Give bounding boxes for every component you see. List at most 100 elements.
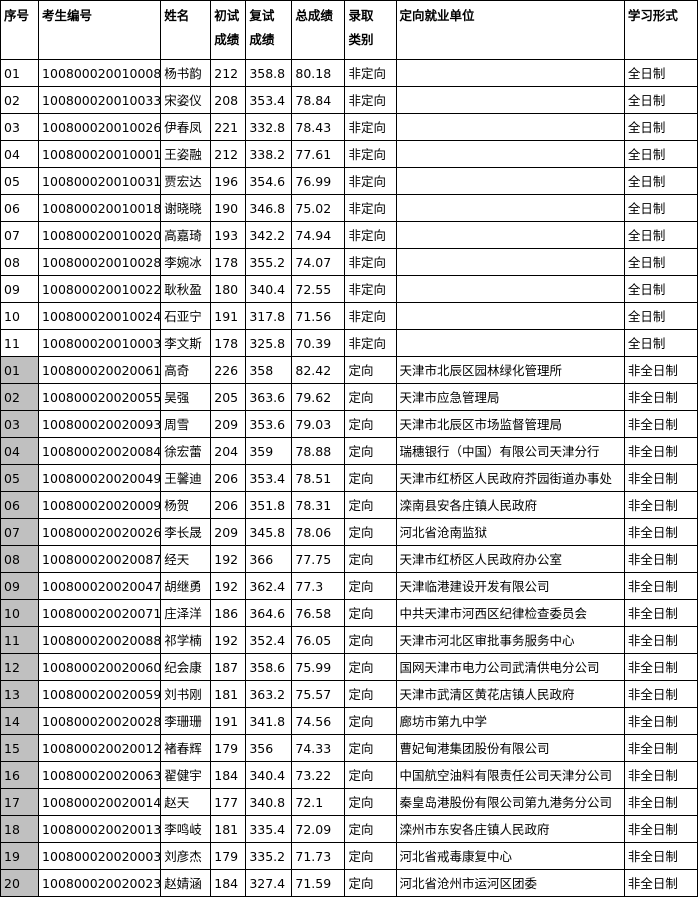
table-cell: 100800020010001 — [38, 140, 162, 168]
table-row: 01 100800020010008 杨书韵 212 358.8 80.18 非定向 全日制 — [0, 59, 699, 87]
table-cell: 非定向 — [344, 194, 397, 222]
table-body: 01 100800020010008 杨书韵 212 358.8 80.18 非定向 全日制 0… — [0, 59, 699, 897]
table-cell: 经天 — [160, 545, 212, 573]
table-cell: 天津市应急管理局 — [395, 383, 625, 411]
table-cell: 非全日制 — [623, 464, 699, 492]
table-cell: 05 — [0, 464, 40, 492]
table-cell: 352.4 — [245, 626, 293, 654]
table-cell: 非定向 — [344, 113, 397, 141]
table-cell: 358 — [245, 356, 293, 384]
table-cell: 定向 — [344, 761, 397, 789]
table-cell: 186 — [210, 599, 247, 627]
table-cell: 100800020020093 — [38, 410, 162, 438]
table-row: 06 100800020020009 杨贺 206 351.8 78.31 定向 滦南县安各庄… — [0, 491, 699, 519]
table-cell: 滦州市东安各庄镇人民政府 — [395, 815, 625, 843]
table-cell: 72.09 — [291, 815, 346, 843]
table-cell: 178 — [210, 329, 247, 357]
table-cell: 非定向 — [344, 167, 397, 195]
table-cell: 天津市红桥区人民政府芥园街道办事处 — [395, 464, 625, 492]
table-cell: 天津市北辰区园林绿化管理所 — [395, 356, 625, 384]
table-cell: 191 — [210, 707, 247, 735]
table-row: 05 100800020010031 贾宏达 196 354.6 76.99 非定向 全日制 — [0, 167, 699, 195]
table-cell: 100800020020009 — [38, 491, 162, 519]
table-cell: 100800020020003 — [38, 842, 162, 870]
table-cell: 高嘉琦 — [160, 221, 212, 249]
table-cell: 366 — [245, 545, 293, 573]
header-text: 定向就业单位 — [399, 8, 475, 23]
table-cell: 353.6 — [245, 410, 293, 438]
table-cell: 100800020010008 — [38, 59, 162, 87]
table-cell: 356 — [245, 734, 293, 762]
table-cell: 廊坊市第九中学 — [395, 707, 625, 735]
table-cell: 09 — [0, 275, 40, 303]
table-cell: 非全日制 — [623, 572, 699, 600]
table-cell: 212 — [210, 140, 247, 168]
table-cell: 07 — [0, 221, 40, 249]
table-cell: 71.56 — [291, 302, 346, 330]
table-cell: 332.8 — [245, 113, 293, 141]
table-cell: 351.8 — [245, 491, 293, 519]
table-cell: 187 — [210, 653, 247, 681]
table-cell: 354.6 — [245, 167, 293, 195]
table-row: 08 100800020010028 李婉冰 178 355.2 74.07 非定向 全日制 — [0, 248, 699, 276]
header-text: 序号 — [4, 8, 30, 23]
table-cell: 74.07 — [291, 248, 346, 276]
header-cell: 定向就业单位 — [395, 0, 625, 60]
table-row: 03 100800020020093 周雪 209 353.6 79.03 定向 天津市北辰区… — [0, 410, 699, 438]
table-cell: 全日制 — [623, 86, 699, 114]
table-row: 07 100800020020026 李长晟 209 345.8 78.06 定向 河北省沧南… — [0, 518, 699, 546]
table-cell: 河北省沧南监狱 — [395, 518, 625, 546]
table-cell: 瑞穗银行（中国）有限公司天津分行 — [395, 437, 625, 465]
table-cell: 定向 — [344, 842, 397, 870]
table-cell: 18 — [0, 815, 40, 843]
table-cell: 李长晟 — [160, 518, 212, 546]
table-row: 02 100800020020055 吴强 205 363.6 79.62 定向 天津市应急管… — [0, 383, 699, 411]
table-cell: 100800020020026 — [38, 518, 162, 546]
table-cell: 226 — [210, 356, 247, 384]
table-row: 16 100800020020063 翟健宇 184 340.4 73.22 定向 中国航空油… — [0, 761, 699, 789]
table-cell: 100800020010018 — [38, 194, 162, 222]
table-cell: 全日制 — [623, 329, 699, 357]
table-cell: 100800020020059 — [38, 680, 162, 708]
table-cell: 100800020020084 — [38, 437, 162, 465]
table-cell: 100800020020060 — [38, 653, 162, 681]
table-cell: 全日制 — [623, 221, 699, 249]
table-cell: 李婉冰 — [160, 248, 212, 276]
table-cell: 100800020010028 — [38, 248, 162, 276]
table-cell: 100800020010022 — [38, 275, 162, 303]
table-cell: 340.4 — [245, 275, 293, 303]
table-cell: 100800020020014 — [38, 788, 162, 816]
table-cell: 100800020020049 — [38, 464, 162, 492]
table-cell: 178 — [210, 248, 247, 276]
table-cell — [395, 275, 625, 303]
table-cell: 滦南县安各庄镇人民政府 — [395, 491, 625, 519]
table-cell: 179 — [210, 734, 247, 762]
table-row: 10 100800020010024 石亚宁 191 317.8 71.56 非定向 全日制 — [0, 302, 699, 330]
header-cell: 初试 成绩 — [210, 0, 247, 60]
table-cell: 全日制 — [623, 140, 699, 168]
table-row: 05 100800020020049 王馨迪 206 353.4 78.51 定向 天津市红桥… — [0, 464, 699, 492]
table-cell: 定向 — [344, 599, 397, 627]
table-cell: 72.1 — [291, 788, 346, 816]
table-cell: 非全日制 — [623, 680, 699, 708]
table-cell: 100800020020087 — [38, 545, 162, 573]
table-cell: 177 — [210, 788, 247, 816]
table-cell: 78.06 — [291, 518, 346, 546]
table-cell: 325.8 — [245, 329, 293, 357]
table-cell: 75.57 — [291, 680, 346, 708]
table-cell: 335.2 — [245, 842, 293, 870]
table-row: 11 100800020010003 李文斯 178 325.8 70.39 非定向 全日制 — [0, 329, 699, 357]
table-cell: 非全日制 — [623, 410, 699, 438]
table-cell: 定向 — [344, 788, 397, 816]
table-cell: 庄泽洋 — [160, 599, 212, 627]
table-cell: 定向 — [344, 653, 397, 681]
header-text: 考生编号 — [42, 8, 93, 23]
table-cell: 非全日制 — [623, 518, 699, 546]
table-cell: 杨贺 — [160, 491, 212, 519]
table-cell: 190 — [210, 194, 247, 222]
table-cell: 346.8 — [245, 194, 293, 222]
table-cell: 定向 — [344, 464, 397, 492]
header-text: 复试 — [249, 8, 275, 23]
table-cell: 定向 — [344, 383, 397, 411]
